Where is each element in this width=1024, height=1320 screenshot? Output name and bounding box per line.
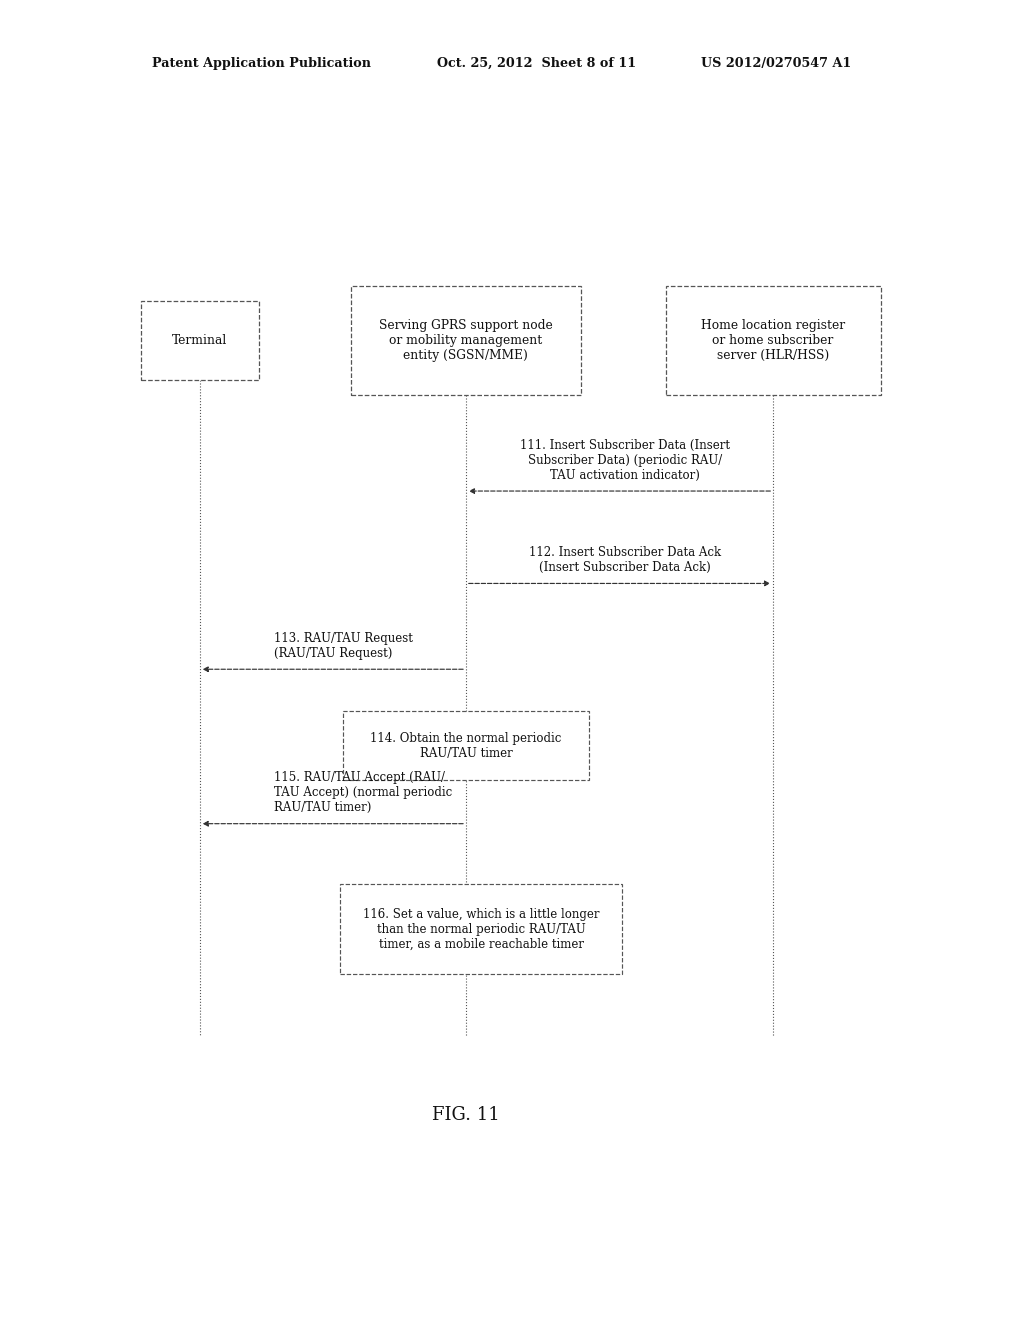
Text: 115. RAU/TAU Accept (RAU/
TAU Accept) (normal periodic
RAU/TAU timer): 115. RAU/TAU Accept (RAU/ TAU Accept) (n… <box>274 771 453 814</box>
Text: 114. Obtain the normal periodic
RAU/TAU timer: 114. Obtain the normal periodic RAU/TAU … <box>371 731 561 760</box>
Text: 116. Set a value, which is a little longer
than the normal periodic RAU/TAU
time: 116. Set a value, which is a little long… <box>364 908 599 950</box>
Text: 113. RAU/TAU Request
(RAU/TAU Request): 113. RAU/TAU Request (RAU/TAU Request) <box>274 632 414 660</box>
Bar <box>141 301 258 380</box>
Bar <box>666 286 881 395</box>
Bar <box>340 884 622 974</box>
Text: US 2012/0270547 A1: US 2012/0270547 A1 <box>701 57 852 70</box>
Text: 111. Insert Subscriber Data (Insert
Subscriber Data) (periodic RAU/
TAU activati: 111. Insert Subscriber Data (Insert Subs… <box>519 438 730 482</box>
Text: Patent Application Publication: Patent Application Publication <box>152 57 371 70</box>
Bar <box>343 711 589 780</box>
Text: FIG. 11: FIG. 11 <box>432 1106 500 1125</box>
Text: Home location register
or home subscriber
server (HLR/HSS): Home location register or home subscribe… <box>701 319 845 362</box>
Text: Serving GPRS support node
or mobility management
entity (SGSN/MME): Serving GPRS support node or mobility ma… <box>379 319 553 362</box>
Text: Oct. 25, 2012  Sheet 8 of 11: Oct. 25, 2012 Sheet 8 of 11 <box>437 57 636 70</box>
Text: 112. Insert Subscriber Data Ack
(Insert Subscriber Data Ack): 112. Insert Subscriber Data Ack (Insert … <box>528 546 721 574</box>
Bar <box>350 286 582 395</box>
Text: Terminal: Terminal <box>172 334 227 347</box>
